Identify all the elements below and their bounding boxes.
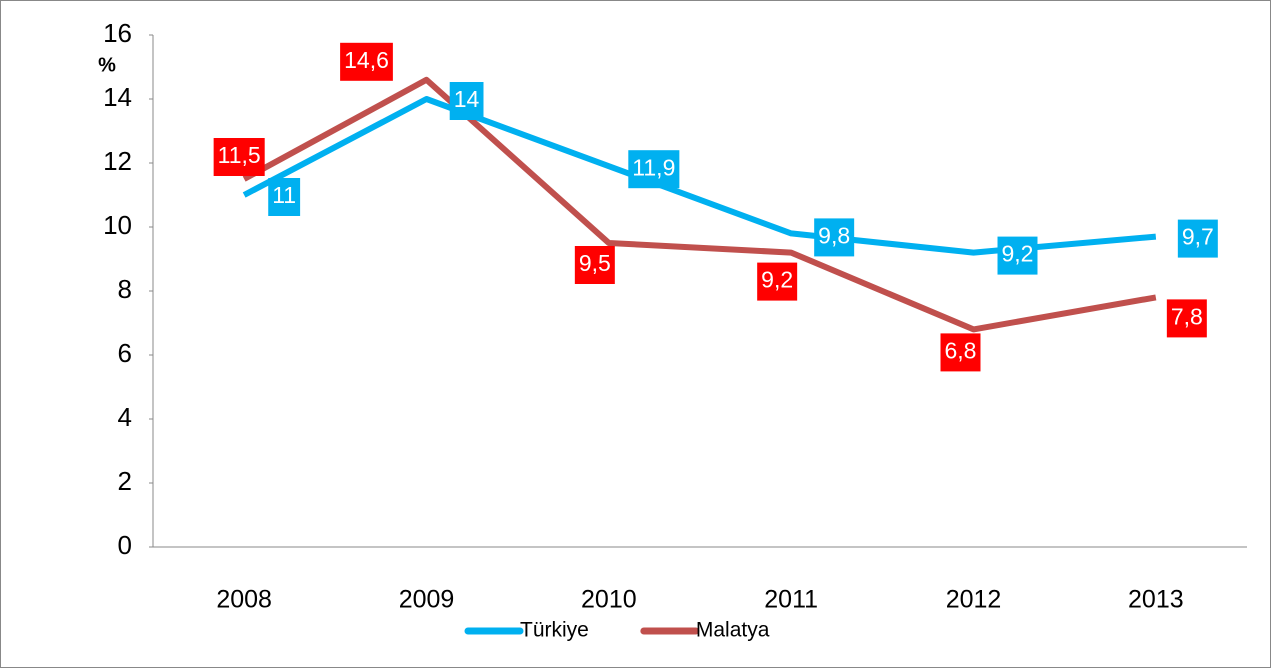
y-tick-label: 6 (118, 338, 132, 368)
x-tick-label: 2009 (399, 586, 455, 614)
y-tick-label: 0 (118, 530, 132, 560)
data-label-box (997, 236, 1038, 275)
legend-label: Malatya (696, 619, 770, 642)
data-label-box (814, 218, 855, 257)
y-tick-label: 12 (103, 146, 132, 176)
data-label-box (1166, 299, 1207, 338)
data-label: 11,5 (218, 142, 261, 168)
data-label: 9,5 (579, 250, 611, 276)
data-label: 14,6 (344, 47, 389, 73)
data-label: 11 (272, 182, 296, 208)
data-label: 11,9 (632, 154, 675, 180)
data-label: 14 (454, 86, 480, 112)
x-tick-label: 2008 (216, 586, 272, 614)
legend-label: Türkiye (520, 619, 589, 642)
data-label-box (213, 138, 265, 176)
data-label: 9,2 (1002, 241, 1034, 267)
data-label: 9,8 (818, 222, 850, 248)
data-label-box (268, 178, 301, 216)
data-label-box (757, 262, 798, 301)
y-tick-label: 4 (118, 402, 132, 432)
data-label: 9,2 (761, 267, 793, 293)
y-tick-label: 14 (103, 82, 132, 112)
x-tick-label: 2010 (581, 586, 637, 614)
data-label: 6,8 (945, 337, 977, 363)
x-tick-label: 2011 (764, 586, 818, 614)
data-label-box (574, 246, 615, 284)
data-label-box (940, 333, 981, 372)
x-tick-label: 2012 (946, 586, 1002, 614)
y-tick-label: 16 (103, 18, 132, 48)
y-tick-label: 8 (118, 274, 132, 304)
series-line (242, 76, 1157, 333)
data-label-box (628, 150, 680, 189)
data-label: 9,7 (1182, 224, 1214, 250)
data-label-box (340, 42, 393, 81)
y-axis-label: % (98, 54, 116, 76)
x-tick-label: 2013 (1128, 586, 1184, 614)
data-label-box (449, 82, 484, 120)
data-label: 7,8 (1171, 303, 1203, 329)
y-tick-label: 10 (103, 210, 132, 240)
y-tick-label: 2 (118, 466, 132, 496)
data-label-box (1177, 219, 1218, 258)
